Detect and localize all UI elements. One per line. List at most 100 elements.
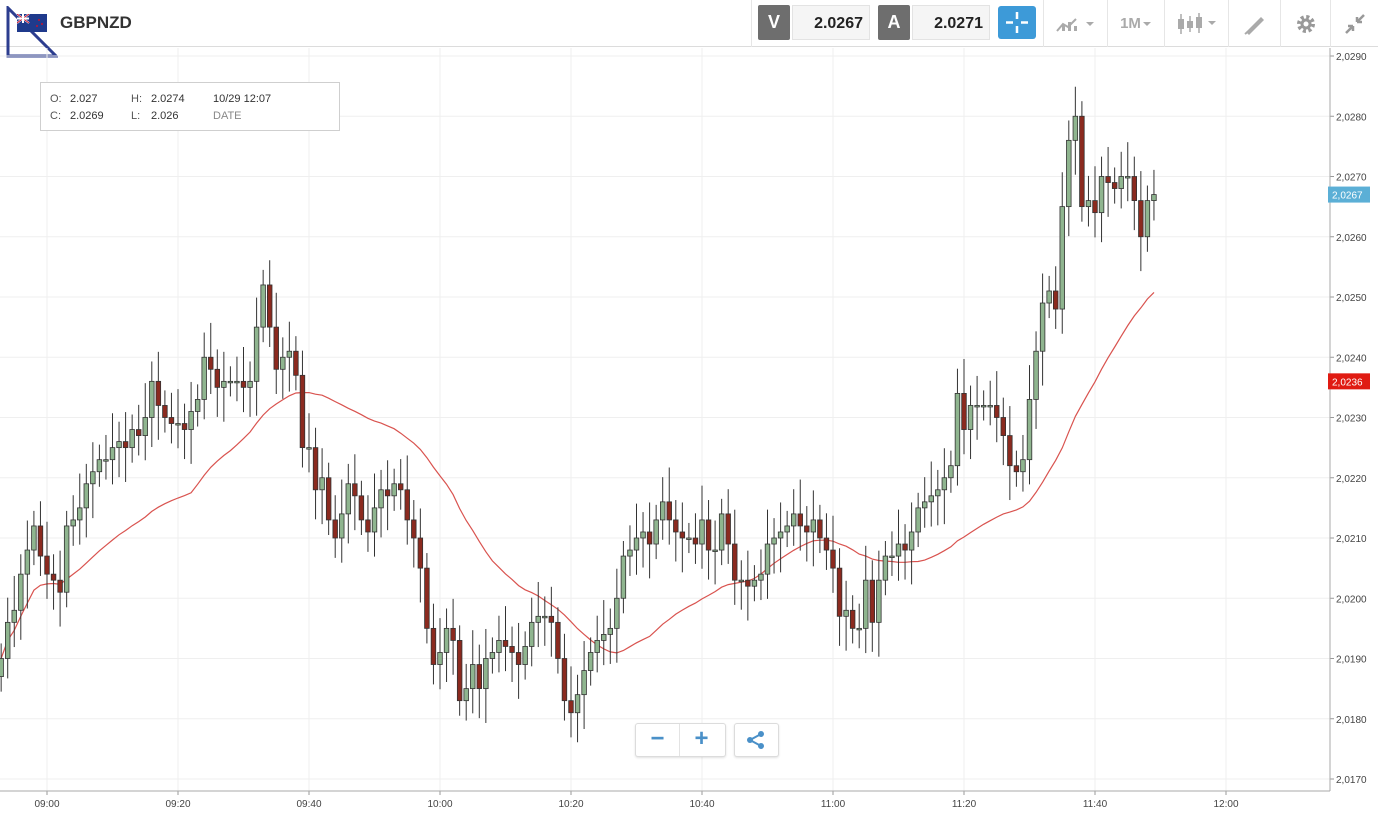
candle-bull <box>699 519 705 545</box>
x-tick-label: 10:40 <box>689 799 714 810</box>
x-tick-label: 10:00 <box>427 799 452 810</box>
candle-bear <box>476 664 482 690</box>
fullscreen-button[interactable] <box>1330 0 1378 47</box>
candle-bear <box>214 368 220 388</box>
candle-bull <box>129 429 135 449</box>
candle-bull <box>1098 176 1105 214</box>
candle-bull <box>286 350 293 358</box>
candle-bull <box>607 627 613 635</box>
candle-bear <box>168 417 175 424</box>
y-tick-label: 2,0250 <box>1336 293 1367 304</box>
crosshair-icon <box>1006 12 1028 33</box>
candle-bull <box>535 615 541 623</box>
candle-bear <box>1053 290 1059 310</box>
last-price-tag: 2,0267 <box>1332 191 1363 202</box>
share-button[interactable] <box>734 723 779 757</box>
candle-bull <box>63 525 70 593</box>
candle-bear <box>646 531 653 545</box>
candle-bear <box>994 405 1000 418</box>
candlestick-type-button[interactable] <box>1164 0 1229 47</box>
candle-bull <box>175 423 181 426</box>
candle-bull <box>620 555 627 599</box>
line-chart-type-button[interactable] <box>1043 0 1108 47</box>
chart-axes: 2,0290 2,0280 2,0270 2,0260 2,0250 2,0240 2,02… <box>0 48 1370 810</box>
chevron-down-icon <box>1142 21 1151 26</box>
candle-bull <box>1020 459 1026 473</box>
candle-bear <box>502 640 509 647</box>
candle-bull <box>974 405 980 408</box>
open-value: 2.027 <box>70 93 98 105</box>
settings-button[interactable] <box>1280 0 1331 47</box>
candle-bear <box>397 483 404 491</box>
buy-label: A <box>878 5 910 40</box>
candlestick-type-icon <box>1178 12 1216 34</box>
candle-bull <box>194 399 201 412</box>
candle-bear <box>961 392 967 430</box>
candle-bear <box>1079 115 1085 208</box>
candle-bull <box>935 489 941 497</box>
y-tick-label: 2,0240 <box>1336 353 1367 364</box>
candle-bull <box>784 525 790 533</box>
candle-bear <box>1000 417 1006 436</box>
candle-bear <box>293 350 299 376</box>
candle-bear <box>411 519 417 539</box>
ma-value-tag-bg <box>1328 373 1370 390</box>
candle-bull <box>653 519 659 545</box>
candle-bear <box>548 615 555 623</box>
candle-bull <box>1039 302 1046 352</box>
candle-bear <box>509 646 515 653</box>
candle-bear <box>44 555 50 575</box>
candle-bear <box>568 700 574 714</box>
candle-bull <box>496 640 502 653</box>
candle-bear <box>417 537 424 569</box>
candle-bull <box>489 652 496 659</box>
x-tick-label: 09:00 <box>34 799 59 810</box>
candle-bear <box>312 447 319 491</box>
candle-bull <box>1059 206 1065 310</box>
candle-bull <box>437 652 443 665</box>
candle-bull <box>614 597 620 629</box>
candle-bull <box>253 326 260 382</box>
price-chart[interactable]: 2,0290 2,0280 2,0270 2,0260 2,0250 2,0240 2,02… <box>0 48 1378 819</box>
moving-average-line <box>0 291 1155 659</box>
candle-bear <box>679 531 686 539</box>
y-tick-label: 2,0220 <box>1336 474 1367 485</box>
drawing-tools-button[interactable] <box>1228 0 1281 47</box>
x-tick-label: 10:20 <box>558 799 583 810</box>
candle-bull <box>319 477 325 491</box>
candle-bear <box>830 549 836 569</box>
candle-bull <box>771 537 777 545</box>
zoom-out-button[interactable]: − <box>636 724 680 756</box>
candle-bear <box>299 374 306 449</box>
candle-bull <box>1033 350 1039 400</box>
candle-bear <box>732 543 738 581</box>
candle-bull <box>1151 194 1157 201</box>
sell-quote[interactable]: V 2.0267 <box>751 0 872 47</box>
candle-bear <box>358 495 365 521</box>
zoom-in-button[interactable]: + <box>694 725 709 752</box>
candle-bear <box>902 543 908 551</box>
candle-bull <box>594 640 600 653</box>
candle-datetime: 10/29 12:07 <box>213 93 272 105</box>
buy-quote[interactable]: A 2.0271 <box>872 0 992 47</box>
timeframe-button[interactable]: 1M <box>1107 0 1165 47</box>
candle-bear <box>162 405 168 418</box>
candle-bull <box>1072 115 1079 141</box>
candle-bear <box>135 429 142 436</box>
candle-bull <box>1144 200 1151 238</box>
candle-bull <box>718 513 725 551</box>
candle-bull <box>712 549 718 552</box>
candle-bull <box>574 694 581 714</box>
candle-bear <box>456 640 463 702</box>
ma-value-tag: 2,0236 <box>1332 377 1363 388</box>
candle-bull <box>660 501 666 521</box>
candle-bear <box>804 525 810 533</box>
candles-layer <box>0 86 1157 743</box>
candle-bull <box>908 531 915 551</box>
candle-bull <box>378 489 384 509</box>
crosshair-button[interactable] <box>998 6 1036 39</box>
candle-bull <box>345 483 351 515</box>
y-tick-label: 2,0180 <box>1336 715 1367 726</box>
ohlc-info-box: O: 2.027 H: 2.0274 10/29 12:07 C: 2.0269… <box>40 82 340 131</box>
candle-bear <box>1105 176 1111 183</box>
